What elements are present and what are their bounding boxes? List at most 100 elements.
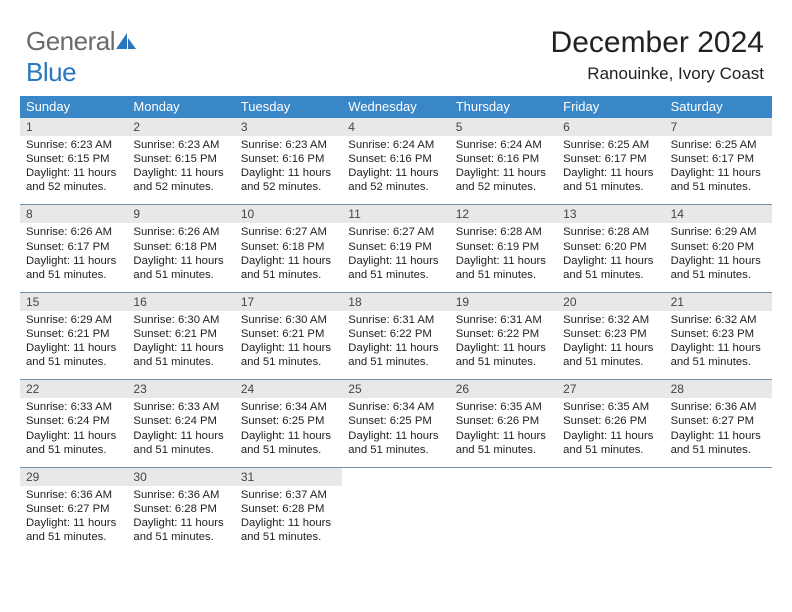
date-number: 3 (235, 118, 342, 136)
date-number: 16 (127, 293, 234, 311)
daylight-text: Daylight: 11 hours and 51 minutes. (26, 429, 121, 457)
date-number: 24 (235, 380, 342, 398)
cell-body: Sunrise: 6:35 AMSunset: 6:26 PMDaylight:… (450, 398, 557, 466)
daylight-text: Daylight: 11 hours and 52 minutes. (241, 166, 336, 194)
daylight-text: Daylight: 11 hours and 51 minutes. (348, 341, 443, 369)
day-name: Saturday (665, 96, 772, 118)
sunset-text: Sunset: 6:25 PM (348, 414, 443, 428)
sunrise-text: Sunrise: 6:34 AM (241, 400, 336, 414)
daylight-text: Daylight: 11 hours and 51 minutes. (133, 516, 228, 544)
cell-body: Sunrise: 6:29 AMSunset: 6:21 PMDaylight:… (20, 311, 127, 379)
sunrise-text: Sunrise: 6:23 AM (241, 138, 336, 152)
date-number: 25 (342, 380, 449, 398)
sunset-text: Sunset: 6:27 PM (671, 414, 766, 428)
calendar-cell: 16Sunrise: 6:30 AMSunset: 6:21 PMDayligh… (127, 293, 234, 379)
day-name: Tuesday (235, 96, 342, 118)
date-number: 28 (665, 380, 772, 398)
sunset-text: Sunset: 6:17 PM (671, 152, 766, 166)
date-number: 9 (127, 205, 234, 223)
sunrise-text: Sunrise: 6:23 AM (26, 138, 121, 152)
calendar-cell: 4Sunrise: 6:24 AMSunset: 6:16 PMDaylight… (342, 118, 449, 204)
sunset-text: Sunset: 6:17 PM (26, 240, 121, 254)
sunset-text: Sunset: 6:20 PM (563, 240, 658, 254)
date-number: 31 (235, 468, 342, 486)
calendar-cell: 22Sunrise: 6:33 AMSunset: 6:24 PMDayligh… (20, 380, 127, 466)
cell-body: Sunrise: 6:35 AMSunset: 6:26 PMDaylight:… (557, 398, 664, 466)
daylight-text: Daylight: 11 hours and 52 minutes. (348, 166, 443, 194)
sunset-text: Sunset: 6:28 PM (133, 502, 228, 516)
daylight-text: Daylight: 11 hours and 51 minutes. (133, 341, 228, 369)
sunset-text: Sunset: 6:26 PM (563, 414, 658, 428)
sunrise-text: Sunrise: 6:31 AM (456, 313, 551, 327)
calendar-cell: 24Sunrise: 6:34 AMSunset: 6:25 PMDayligh… (235, 380, 342, 466)
daylight-text: Daylight: 11 hours and 51 minutes. (241, 516, 336, 544)
calendar-cell: 14Sunrise: 6:29 AMSunset: 6:20 PMDayligh… (665, 205, 772, 291)
date-number: 11 (342, 205, 449, 223)
brand-text: General Blue (26, 26, 137, 88)
calendar-cell: 5Sunrise: 6:24 AMSunset: 6:16 PMDaylight… (450, 118, 557, 204)
sunset-text: Sunset: 6:26 PM (456, 414, 551, 428)
daylight-text: Daylight: 11 hours and 51 minutes. (563, 429, 658, 457)
cell-body: Sunrise: 6:25 AMSunset: 6:17 PMDaylight:… (557, 136, 664, 204)
daylight-text: Daylight: 11 hours and 52 minutes. (456, 166, 551, 194)
cell-body: Sunrise: 6:37 AMSunset: 6:28 PMDaylight:… (235, 486, 342, 554)
cell-body: Sunrise: 6:24 AMSunset: 6:16 PMDaylight:… (450, 136, 557, 204)
sunset-text: Sunset: 6:19 PM (456, 240, 551, 254)
sunset-text: Sunset: 6:22 PM (348, 327, 443, 341)
daylight-text: Daylight: 11 hours and 51 minutes. (26, 341, 121, 369)
daylight-text: Daylight: 11 hours and 51 minutes. (563, 341, 658, 369)
sunset-text: Sunset: 6:27 PM (26, 502, 121, 516)
calendar-cell: 17Sunrise: 6:30 AMSunset: 6:21 PMDayligh… (235, 293, 342, 379)
cell-body: Sunrise: 6:29 AMSunset: 6:20 PMDaylight:… (665, 223, 772, 291)
date-number: 12 (450, 205, 557, 223)
sunrise-text: Sunrise: 6:27 AM (241, 225, 336, 239)
date-number: 20 (557, 293, 664, 311)
day-name: Friday (557, 96, 664, 118)
sunset-text: Sunset: 6:28 PM (241, 502, 336, 516)
cell-body: Sunrise: 6:24 AMSunset: 6:16 PMDaylight:… (342, 136, 449, 204)
date-number (342, 468, 449, 484)
daylight-text: Daylight: 11 hours and 51 minutes. (456, 254, 551, 282)
sunrise-text: Sunrise: 6:29 AM (26, 313, 121, 327)
sunrise-text: Sunrise: 6:28 AM (456, 225, 551, 239)
weeks-container: 1Sunrise: 6:23 AMSunset: 6:15 PMDaylight… (20, 118, 772, 554)
date-number: 17 (235, 293, 342, 311)
cell-body: Sunrise: 6:36 AMSunset: 6:27 PMDaylight:… (665, 398, 772, 466)
sunrise-text: Sunrise: 6:30 AM (241, 313, 336, 327)
day-name: Sunday (20, 96, 127, 118)
sunrise-text: Sunrise: 6:25 AM (671, 138, 766, 152)
calendar-cell: 20Sunrise: 6:32 AMSunset: 6:23 PMDayligh… (557, 293, 664, 379)
cell-body: Sunrise: 6:36 AMSunset: 6:28 PMDaylight:… (127, 486, 234, 554)
sunrise-text: Sunrise: 6:29 AM (671, 225, 766, 239)
sunset-text: Sunset: 6:18 PM (133, 240, 228, 254)
sunset-text: Sunset: 6:21 PM (26, 327, 121, 341)
sunrise-text: Sunrise: 6:25 AM (563, 138, 658, 152)
date-number: 27 (557, 380, 664, 398)
date-number: 7 (665, 118, 772, 136)
sunset-text: Sunset: 6:23 PM (563, 327, 658, 341)
calendar-cell: 25Sunrise: 6:34 AMSunset: 6:25 PMDayligh… (342, 380, 449, 466)
cell-body: Sunrise: 6:33 AMSunset: 6:24 PMDaylight:… (127, 398, 234, 466)
calendar-cell: 30Sunrise: 6:36 AMSunset: 6:28 PMDayligh… (127, 468, 234, 554)
sunrise-text: Sunrise: 6:32 AM (671, 313, 766, 327)
calendar-cell: 19Sunrise: 6:31 AMSunset: 6:22 PMDayligh… (450, 293, 557, 379)
brand-word-2: Blue (26, 57, 76, 87)
date-number: 21 (665, 293, 772, 311)
cell-body: Sunrise: 6:28 AMSunset: 6:19 PMDaylight:… (450, 223, 557, 291)
daylight-text: Daylight: 11 hours and 51 minutes. (348, 254, 443, 282)
calendar-cell: 21Sunrise: 6:32 AMSunset: 6:23 PMDayligh… (665, 293, 772, 379)
cell-body: Sunrise: 6:27 AMSunset: 6:18 PMDaylight:… (235, 223, 342, 291)
sunrise-text: Sunrise: 6:27 AM (348, 225, 443, 239)
cell-body: Sunrise: 6:32 AMSunset: 6:23 PMDaylight:… (665, 311, 772, 379)
cell-body: Sunrise: 6:23 AMSunset: 6:15 PMDaylight:… (127, 136, 234, 204)
calendar-cell: 2Sunrise: 6:23 AMSunset: 6:15 PMDaylight… (127, 118, 234, 204)
cell-body: Sunrise: 6:31 AMSunset: 6:22 PMDaylight:… (450, 311, 557, 379)
sunset-text: Sunset: 6:15 PM (133, 152, 228, 166)
week-row: 1Sunrise: 6:23 AMSunset: 6:15 PMDaylight… (20, 118, 772, 205)
sunrise-text: Sunrise: 6:36 AM (26, 488, 121, 502)
sunrise-text: Sunrise: 6:28 AM (563, 225, 658, 239)
cell-body: Sunrise: 6:27 AMSunset: 6:19 PMDaylight:… (342, 223, 449, 291)
sunset-text: Sunset: 6:23 PM (671, 327, 766, 341)
calendar-cell: 12Sunrise: 6:28 AMSunset: 6:19 PMDayligh… (450, 205, 557, 291)
cell-body: Sunrise: 6:34 AMSunset: 6:25 PMDaylight:… (235, 398, 342, 466)
